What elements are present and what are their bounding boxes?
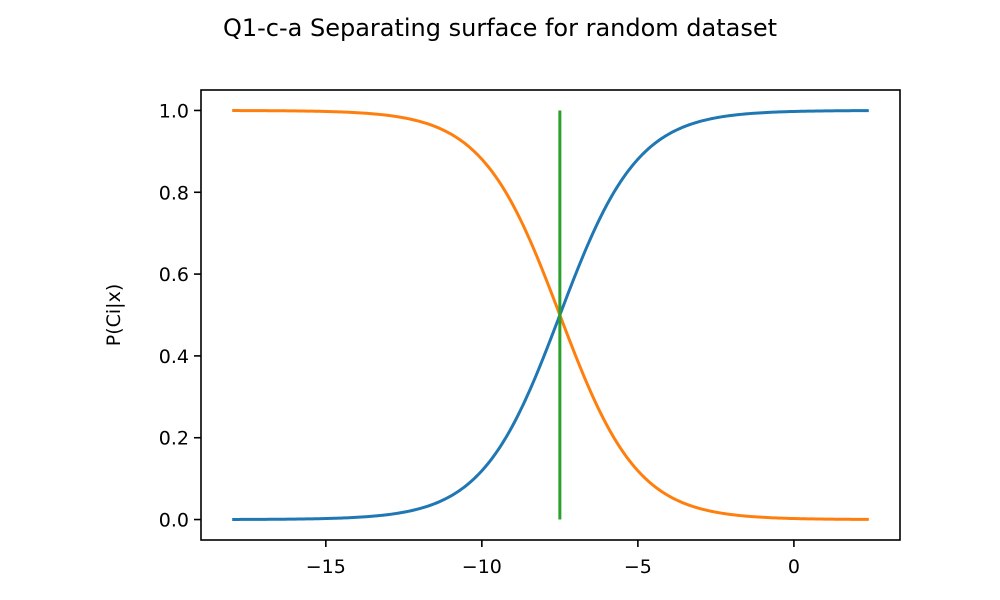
- y-tick-label: 0.2: [159, 428, 189, 450]
- x-tick-label: −5: [624, 556, 652, 578]
- y-tick-label: 0.0: [159, 510, 189, 532]
- x-tick-label: 0: [788, 556, 800, 578]
- y-tick-label: 0.6: [159, 264, 189, 286]
- plot-area: [200, 89, 901, 541]
- y-tick-label: 1.0: [159, 100, 189, 122]
- series-line-orange: [232, 109, 869, 521]
- x-tick-label: −15: [306, 556, 346, 578]
- x-tick-label: −10: [462, 556, 502, 578]
- series-line-blue: [232, 109, 869, 521]
- y-axis-label: P(Ci|x): [103, 284, 125, 346]
- chart-title: Q1-c-a Separating surface for random dat…: [223, 14, 777, 42]
- y-tick-label: 0.4: [159, 346, 189, 368]
- y-tick-label: 0.8: [159, 182, 189, 204]
